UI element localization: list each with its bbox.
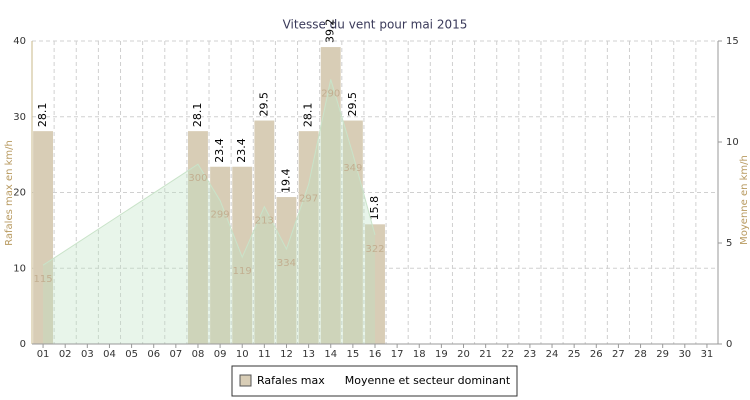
y2-tick-label: 15 bbox=[726, 36, 739, 47]
value-label: 28.1 bbox=[302, 103, 315, 128]
x-tick-label: 17 bbox=[391, 349, 404, 360]
bar bbox=[298, 131, 319, 344]
x-tick-label: 01 bbox=[37, 349, 50, 360]
direction-label: 334 bbox=[277, 258, 296, 269]
x-tick-label: 21 bbox=[479, 349, 492, 360]
bar bbox=[188, 131, 208, 344]
value-label: 23.4 bbox=[213, 138, 226, 163]
bar bbox=[365, 224, 385, 344]
x-tick-label: 06 bbox=[147, 349, 160, 360]
direction-label: 349 bbox=[343, 163, 362, 174]
direction-label: 299 bbox=[211, 210, 230, 221]
y2-axis-title: Moyenne en km/h bbox=[739, 155, 750, 245]
x-tick-label: 12 bbox=[280, 349, 293, 360]
x-tick-label: 27 bbox=[612, 349, 625, 360]
x-tick-label: 13 bbox=[302, 349, 315, 360]
x-tick-label: 09 bbox=[214, 349, 227, 360]
x-tick-label: 07 bbox=[169, 349, 182, 360]
legend-label: Rafales max bbox=[257, 374, 325, 387]
bar bbox=[210, 166, 231, 344]
chart-title: Vitesse du vent pour mai 2015 bbox=[283, 18, 468, 32]
x-tick-label: 18 bbox=[413, 349, 426, 360]
x-tick-label: 15 bbox=[347, 349, 360, 360]
direction-label: 290 bbox=[321, 88, 340, 99]
value-label: 28.1 bbox=[191, 103, 204, 128]
value-label: 15.8 bbox=[368, 196, 381, 221]
x-tick-label: 16 bbox=[369, 349, 382, 360]
x-tick-label: 23 bbox=[524, 349, 537, 360]
x-tick-label: 08 bbox=[192, 349, 205, 360]
y-tick-label: 0 bbox=[20, 339, 26, 350]
y-tick-label: 30 bbox=[13, 112, 26, 123]
y-tick-label: 20 bbox=[13, 188, 26, 199]
y2-tick-label: 10 bbox=[726, 137, 739, 148]
value-label: 28.1 bbox=[36, 103, 49, 128]
x-tick-label: 02 bbox=[59, 349, 72, 360]
x-tick-label: 30 bbox=[678, 349, 691, 360]
x-tick-label: 25 bbox=[568, 349, 581, 360]
x-tick-label: 10 bbox=[236, 349, 249, 360]
x-tick-label: 04 bbox=[103, 349, 116, 360]
x-tick-label: 31 bbox=[701, 349, 714, 360]
x-tick-label: 22 bbox=[501, 349, 514, 360]
bar bbox=[33, 131, 54, 344]
x-tick-label: 03 bbox=[81, 349, 94, 360]
value-label: 23.4 bbox=[235, 138, 248, 163]
bar bbox=[320, 47, 341, 345]
x-tick-label: 19 bbox=[435, 349, 448, 360]
value-label: 29.5 bbox=[346, 92, 359, 117]
y-tick-label: 10 bbox=[13, 263, 26, 274]
value-label: 39.2 bbox=[324, 19, 337, 44]
direction-label: 322 bbox=[365, 244, 384, 255]
x-tick-label: 26 bbox=[590, 349, 603, 360]
x-tick-label: 05 bbox=[125, 349, 138, 360]
line bbox=[42, 79, 376, 266]
x-tick-label: 24 bbox=[546, 349, 559, 360]
y-tick-label: 40 bbox=[13, 36, 26, 47]
legend-swatch bbox=[239, 374, 252, 387]
bar bbox=[254, 120, 275, 344]
value-label: 29.5 bbox=[257, 92, 270, 117]
y2-tick-label: 5 bbox=[726, 238, 732, 249]
y-axis-title: Rafales max en km/h bbox=[4, 140, 15, 246]
x-tick-label: 14 bbox=[324, 349, 337, 360]
x-tick-label: 20 bbox=[457, 349, 470, 360]
direction-label: 300 bbox=[188, 173, 207, 184]
y2-tick-label: 0 bbox=[726, 339, 732, 350]
direction-label: 119 bbox=[233, 266, 252, 277]
x-tick-label: 29 bbox=[656, 349, 669, 360]
bar bbox=[232, 166, 253, 344]
x-tick-label: 11 bbox=[258, 349, 271, 360]
legend-box bbox=[231, 365, 518, 397]
direction-label: 213 bbox=[255, 216, 274, 227]
x-tick-label: 28 bbox=[634, 349, 647, 360]
bar bbox=[342, 120, 363, 344]
legend-label: Moyenne et secteur dominant bbox=[345, 374, 511, 387]
value-label: 19.4 bbox=[279, 169, 292, 194]
area bbox=[43, 79, 376, 344]
direction-label: 297 bbox=[299, 193, 318, 204]
direction-label: 115 bbox=[34, 274, 53, 285]
